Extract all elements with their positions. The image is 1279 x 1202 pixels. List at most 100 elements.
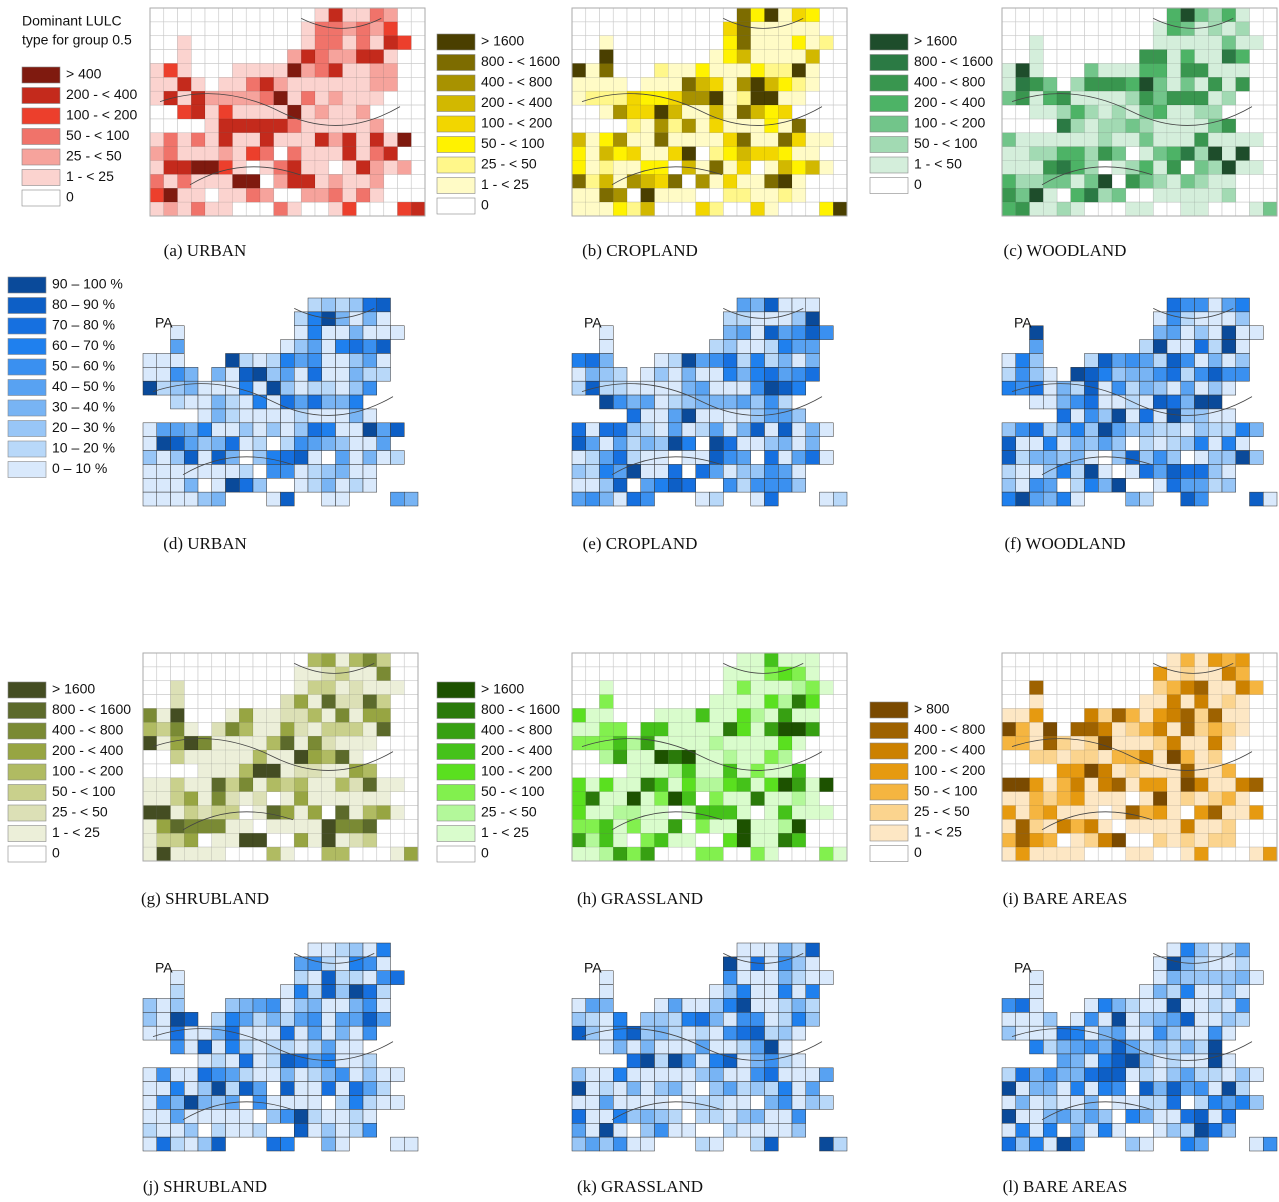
map-cell xyxy=(791,1123,806,1138)
map-cell xyxy=(778,680,793,695)
map-cell xyxy=(750,1067,765,1082)
grid-cell xyxy=(163,7,178,23)
map-cell xyxy=(585,201,600,217)
map-cell xyxy=(709,1012,724,1027)
map-cell xyxy=(280,1095,295,1110)
map-cell xyxy=(307,450,322,465)
map-cell xyxy=(764,970,779,985)
map-cell xyxy=(640,367,655,382)
map-cell xyxy=(1098,749,1113,765)
map-cell xyxy=(211,791,226,806)
map-cell xyxy=(778,1012,793,1027)
grid-cell xyxy=(667,805,683,820)
map-cell xyxy=(142,819,157,834)
map-cell xyxy=(321,491,336,507)
map-cell xyxy=(335,1039,350,1055)
map-cell xyxy=(1015,1123,1030,1138)
map-cell xyxy=(640,819,655,834)
map-cell xyxy=(1139,984,1154,999)
map-cell xyxy=(184,1039,199,1055)
map-cell xyxy=(750,35,765,50)
grid-cell xyxy=(1262,21,1278,37)
map-cell xyxy=(156,1012,171,1027)
map-cell xyxy=(149,188,164,203)
map-cell xyxy=(321,846,336,862)
grid-cell xyxy=(585,652,600,668)
map-cell xyxy=(294,998,309,1013)
map-cell xyxy=(1139,998,1154,1013)
grid-cell xyxy=(1139,652,1154,668)
map-label: PA xyxy=(584,960,602,976)
map-cell xyxy=(383,160,398,175)
grid-cell xyxy=(383,174,398,189)
map-cell xyxy=(791,77,806,92)
grid-cell xyxy=(204,187,220,203)
map-cell xyxy=(1194,353,1209,368)
map-cell xyxy=(723,956,738,971)
map-cell xyxy=(211,805,226,820)
map-cell xyxy=(225,394,240,410)
grid-cell xyxy=(585,21,600,37)
map-cell xyxy=(654,436,669,451)
grid-cell xyxy=(273,7,288,23)
map-cell xyxy=(314,77,329,92)
map-cell xyxy=(1166,118,1181,134)
map-cell xyxy=(294,722,309,737)
grid-cell xyxy=(1262,63,1278,78)
map-cell xyxy=(1153,970,1168,985)
map-cell xyxy=(1153,1025,1168,1041)
map-cell xyxy=(1166,394,1181,410)
map-cell xyxy=(709,132,724,147)
legend-swatch xyxy=(7,338,47,355)
grid-cell xyxy=(280,652,295,668)
map-cell xyxy=(668,353,683,368)
map-cell xyxy=(1098,174,1113,189)
map-cell xyxy=(1043,77,1058,92)
grid-cell xyxy=(163,35,178,50)
map-cell xyxy=(791,146,806,161)
grid-cell xyxy=(1084,49,1099,64)
map-cell xyxy=(294,833,309,848)
map-cell xyxy=(819,970,834,985)
grid-cell xyxy=(640,652,655,668)
grid-cell xyxy=(1042,708,1058,723)
map-cell xyxy=(266,1053,281,1069)
map-cell xyxy=(1221,1081,1236,1096)
map-cell xyxy=(1153,833,1168,848)
map-cell xyxy=(342,118,357,134)
map-cell xyxy=(1070,1095,1085,1110)
map-cell xyxy=(376,353,391,368)
grid-cell xyxy=(1070,694,1085,709)
map-cell xyxy=(764,325,779,340)
map-cell xyxy=(1166,90,1181,106)
map-cell xyxy=(280,491,295,507)
grid-cell xyxy=(390,819,405,834)
map-cell xyxy=(571,1136,586,1152)
map-cell xyxy=(1194,777,1209,792)
grid-cell xyxy=(321,805,336,820)
grid-cell xyxy=(1139,7,1154,23)
map-cell xyxy=(709,722,724,737)
map-cell xyxy=(640,380,655,396)
map-cell xyxy=(681,478,696,493)
grid-cell xyxy=(1056,35,1072,50)
map-cell xyxy=(695,1095,710,1110)
map-cell xyxy=(376,680,391,695)
map-cell xyxy=(681,422,696,437)
map-cell xyxy=(736,680,751,695)
map-cell xyxy=(791,942,806,958)
map-cell xyxy=(1180,63,1195,78)
grid-cell xyxy=(832,749,848,765)
grid-cell xyxy=(1235,832,1250,848)
grid-cell xyxy=(1084,201,1099,217)
map-cell xyxy=(1208,353,1223,368)
map-cell xyxy=(156,1123,171,1138)
map-cell xyxy=(294,367,309,382)
map-cell xyxy=(750,680,765,695)
map-cell xyxy=(723,21,738,36)
map-cell xyxy=(764,35,779,50)
grid-cell xyxy=(805,90,820,106)
map-cell xyxy=(1194,201,1209,217)
map-cell xyxy=(1235,805,1250,820)
map-cell xyxy=(156,1067,171,1082)
